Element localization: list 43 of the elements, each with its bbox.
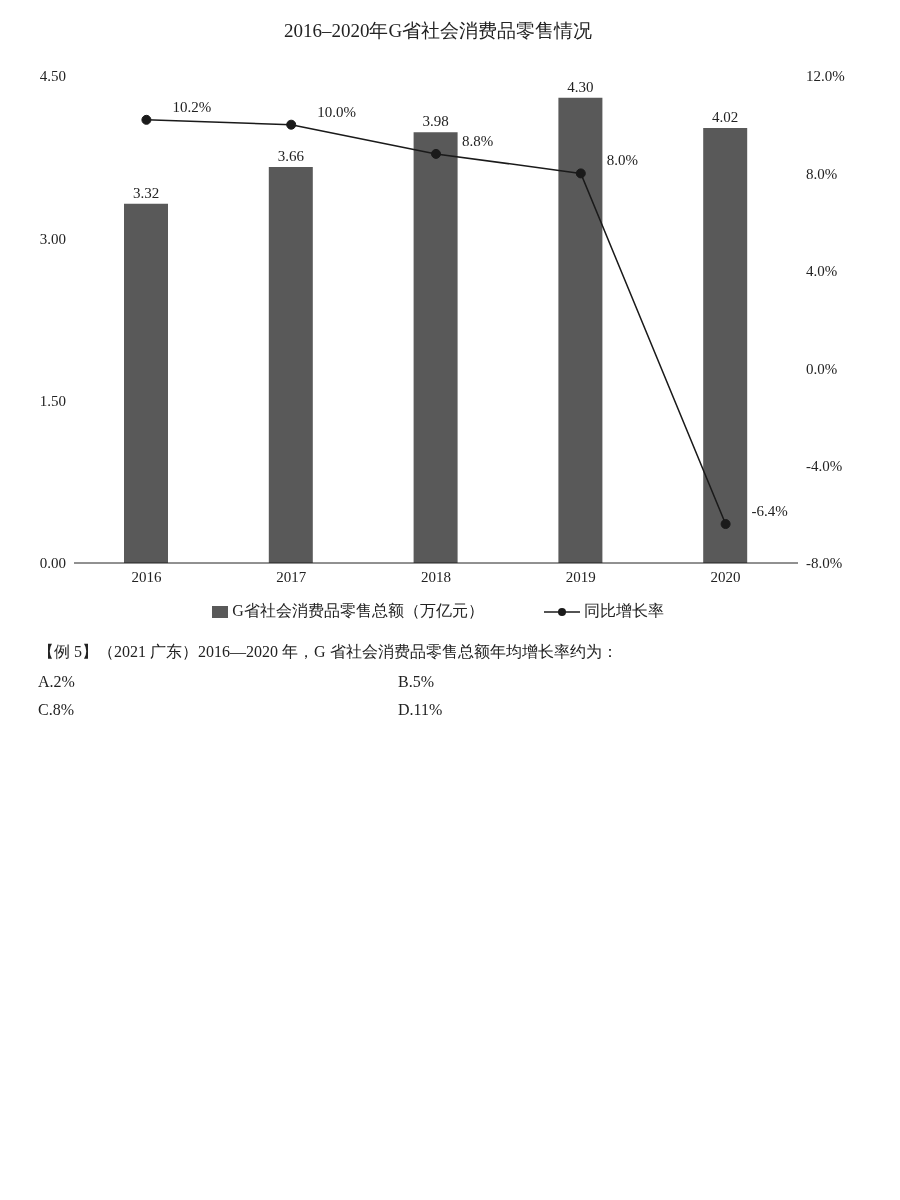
x-tick-label: 2018 <box>421 568 451 585</box>
y-tick-label: 1.50 <box>39 392 66 409</box>
y-tick-label: 0.00 <box>39 555 66 572</box>
chart-title: 2016–2020年G省社会消费品零售情况 <box>282 19 594 43</box>
x-tick-label: 2016 <box>131 568 162 585</box>
data-label: 4.30 <box>567 78 594 95</box>
y2-tick-label: -4.0% <box>806 457 843 474</box>
bar <box>703 127 748 563</box>
y2-tick-label: 12.0% <box>806 68 845 85</box>
y2-tick-label: 4.0% <box>806 263 838 280</box>
data-label: 10.0% <box>317 103 356 120</box>
data-label: 3.98 <box>422 113 449 130</box>
data-label: 4.02 <box>712 108 739 125</box>
data-label: 8.0% <box>606 152 639 169</box>
data-label: 3.66 <box>277 147 305 164</box>
point <box>286 119 297 130</box>
bar <box>268 166 313 563</box>
y2-tick-label: 8.0% <box>806 165 838 182</box>
point <box>431 148 441 159</box>
data-label: -6.4% <box>751 503 788 520</box>
text: D.11% <box>398 701 444 719</box>
y-tick-label: 3.00 <box>39 230 66 247</box>
bar <box>558 97 603 563</box>
bar <box>124 203 168 563</box>
text: B.5% <box>398 673 435 691</box>
point <box>575 168 586 179</box>
text: C.8% <box>38 701 75 719</box>
data-label: 3.32 <box>132 184 160 201</box>
x-tick-label: 2019 <box>565 568 596 585</box>
y2-tick-label: 0.0% <box>806 360 838 377</box>
y-tick-label: 4.50 <box>39 68 66 85</box>
data-label: 8.8% <box>462 132 494 149</box>
legend-label: 同比增长率 <box>583 601 664 621</box>
point <box>720 519 731 530</box>
text: A.2% <box>38 673 76 691</box>
text: 【例 5】（2021 广东）2016—2020 年，G 省社会消费品零售总额年均增长率约为： <box>38 642 618 662</box>
bar <box>413 132 458 563</box>
x-tick-label: 2020 <box>710 568 741 585</box>
legend-label: G省社会消费品零售总额（万亿元） <box>232 601 484 621</box>
data-label: 10.2% <box>172 98 212 115</box>
y2-tick-label: -8.0% <box>806 555 843 572</box>
x-tick-label: 2017 <box>276 568 307 585</box>
point <box>141 114 152 125</box>
